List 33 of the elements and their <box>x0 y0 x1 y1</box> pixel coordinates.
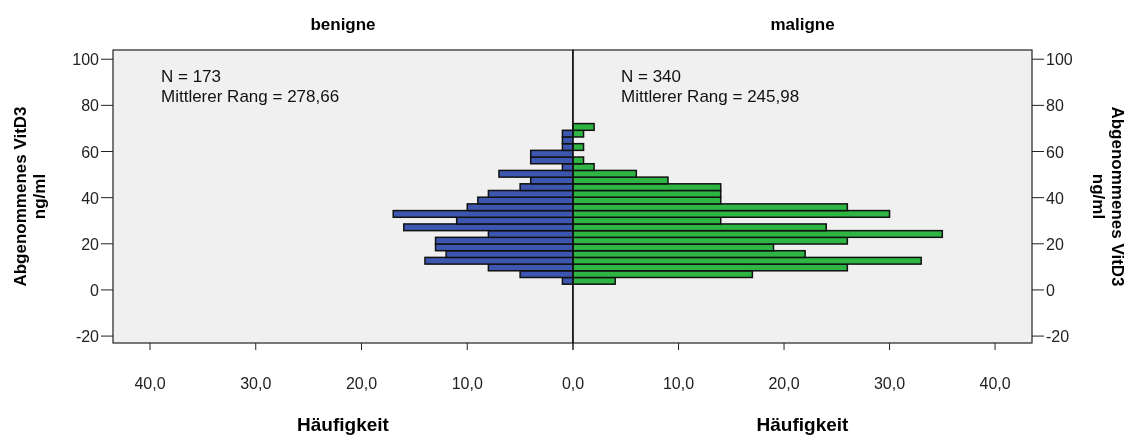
chart-title: maligne <box>770 15 835 34</box>
y-axis-title: Abgenommenes VitD3 ng/ml <box>1089 106 1127 287</box>
y-tick-label: 0 <box>1046 281 1055 299</box>
x-tick-label: 30,0 <box>873 375 906 392</box>
annotation: Mittlerer Rang = 278,66 <box>161 87 340 106</box>
annotation: N = 173 <box>161 67 222 86</box>
y-tick-label: 100 <box>72 51 100 69</box>
x-tick-label: 30,0 <box>240 375 272 392</box>
y-tick-label: 80 <box>1046 97 1064 115</box>
x-tick-label: 20,0 <box>345 375 378 392</box>
y-tick-label: 0 <box>90 281 100 299</box>
x-tick-label: 40,0 <box>979 375 1011 392</box>
chart-title: benigne <box>310 15 376 34</box>
x-tick-label: 10,0 <box>451 375 483 392</box>
annotation: Mittlerer Rang = 245,98 <box>621 87 800 106</box>
x-axis-title: Häufigkeit <box>297 414 390 435</box>
x-axis-title: Häufigkeit <box>756 414 850 435</box>
y-tick-label: 60 <box>81 143 100 161</box>
x-tick-label: 0,0 <box>561 375 585 392</box>
y-tick-label: 40 <box>81 189 100 207</box>
y-tick-label: -20 <box>1046 328 1070 346</box>
y-tick-label: 20 <box>81 235 100 253</box>
y-tick-label: 100 <box>1046 51 1073 69</box>
y-tick-label: 80 <box>81 97 100 115</box>
annotation: N = 340 <box>621 67 682 86</box>
x-tick-label: 40,0 <box>134 375 166 392</box>
x-tick-label: 10,0 <box>662 375 695 392</box>
x-tick-label: 20,0 <box>768 375 800 392</box>
y-tick-label: 40 <box>1046 189 1064 207</box>
y-tick-label: 20 <box>1046 235 1064 253</box>
y-axis-title: Abgenommenes VitD3 ng/ml <box>11 106 49 287</box>
y-tick-label: -20 <box>75 328 100 346</box>
y-tick-label: 60 <box>1046 143 1064 161</box>
